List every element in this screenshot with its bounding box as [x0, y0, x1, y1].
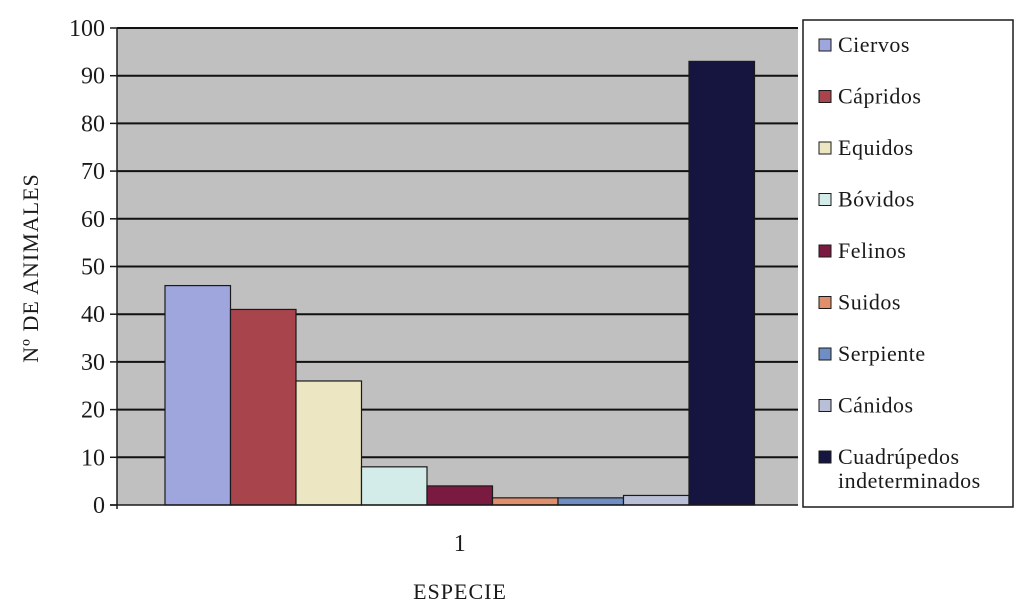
legend-swatch-equidos	[818, 141, 832, 155]
legend-label-c-pridos: Cápridos	[838, 84, 921, 109]
y-tick-label: 40	[81, 302, 105, 328]
bar-felinos	[426, 485, 494, 506]
legend-label-felinos: Felinos	[838, 238, 906, 263]
legend-label-c-nidos: Cánidos	[838, 393, 914, 418]
y-tick-label: 0	[93, 493, 105, 519]
x-tick-labels: 1	[454, 531, 466, 557]
y-tick-label: 30	[81, 350, 105, 376]
legend-swatch-c-pridos	[818, 90, 832, 103]
bar-cuadr-pedos-indeterminados	[688, 60, 756, 506]
legend-label-equidos: Equidos	[838, 135, 914, 160]
legend-swatch-b-vidos	[818, 193, 832, 206]
legend-label-ciervos: Ciervos	[838, 32, 910, 57]
legend-label-cuadr-pedos-indeterminados: indeterminados	[838, 468, 981, 493]
bar-suidos	[491, 497, 559, 506]
bar-c-pridos	[229, 308, 297, 506]
legend-swatch-ciervos	[818, 38, 832, 52]
legend-box	[802, 19, 1014, 508]
bars	[164, 60, 756, 506]
x-axis-title: ESPECIE	[413, 579, 507, 604]
y-tick-labels: 0 10 20 30 40 50 60 70 80 90 100	[69, 16, 117, 519]
bar-ciervos	[164, 284, 232, 506]
legend-swatch-cuadr-pedos-indeterminados	[818, 450, 832, 464]
legend-label-cuadr-pedos-indeterminados: Cuadrúpedos	[838, 444, 960, 469]
legend-label-serpiente: Serpiente	[838, 341, 926, 366]
y-tick-label: 50	[81, 255, 105, 281]
y-axis-title: Nº DE ANIMALES	[18, 173, 43, 362]
legend-swatch-felinos	[818, 244, 832, 258]
y-tick-label: 100	[69, 16, 105, 42]
bar-b-vidos	[360, 466, 428, 506]
bar-equidos	[295, 380, 363, 506]
legend-label-suidos: Suidos	[838, 290, 901, 315]
legend: Ciervos Cápridos Equidos Bóvidos Felinos Suid…	[818, 32, 981, 493]
y-tick-label: 90	[81, 64, 105, 90]
y-tick-label: 60	[81, 207, 105, 233]
bar-serpiente	[557, 497, 625, 506]
x-tick-label: 1	[454, 531, 466, 557]
y-tick-label: 20	[81, 398, 105, 424]
bar-c-nidos	[622, 494, 690, 506]
legend-swatch-c-nidos	[818, 399, 832, 412]
y-tick-label: 80	[81, 111, 105, 137]
y-tick-label: 70	[81, 159, 105, 185]
y-tick-label: 10	[81, 445, 105, 471]
legend-swatch-serpiente	[818, 347, 832, 361]
legend-swatch-suidos	[818, 296, 832, 309]
legend-label-b-vidos: Bóvidos	[838, 187, 915, 212]
